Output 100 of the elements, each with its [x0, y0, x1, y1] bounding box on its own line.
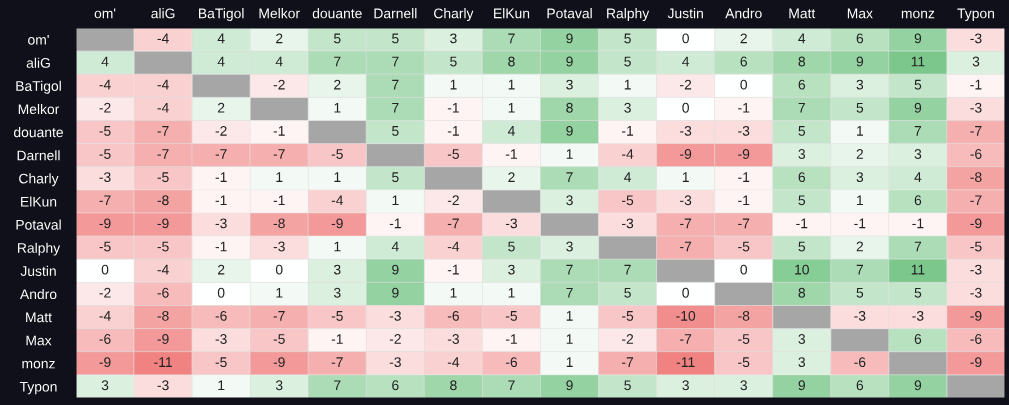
data-label: -6: [215, 310, 227, 321]
data-label: -4: [99, 79, 111, 90]
data-label: -7: [331, 357, 343, 367]
data-label: 1: [450, 79, 457, 90]
data-label: 3: [682, 380, 689, 391]
data-label: 0: [740, 264, 748, 275]
data-label: -8: [157, 195, 169, 206]
data-label: 6: [392, 380, 399, 391]
data-label: -4: [157, 33, 169, 44]
data-label: -1: [738, 195, 750, 206]
data-label: -1: [447, 126, 459, 136]
data-label: 6: [798, 172, 806, 183]
data-label: -6: [970, 334, 982, 344]
data-label: -6: [157, 287, 169, 298]
data-label: -1: [447, 102, 459, 113]
x-tick-label: Justin: [667, 8, 703, 19]
data-label: -3: [854, 310, 866, 321]
data-label: -3: [680, 195, 692, 206]
y-tick-label: Melkor: [18, 103, 60, 115]
data-label: 2: [856, 149, 864, 159]
x-tick-label: ElKun: [494, 8, 530, 19]
data-label: -7: [970, 126, 982, 136]
data-label: -3: [447, 334, 459, 344]
data-label: 5: [856, 102, 864, 113]
data-label: 0: [740, 79, 748, 90]
data-label: 4: [682, 56, 690, 67]
y-tick-label: Typon: [19, 381, 57, 395]
data-label: -3: [622, 218, 634, 229]
data-label: -5: [99, 149, 111, 159]
data-label: -1: [215, 195, 227, 206]
data-label: -1: [505, 149, 517, 159]
data-label: -5: [99, 126, 111, 136]
x-tick-label: Andro: [725, 8, 762, 19]
data-label: 4: [217, 56, 225, 67]
data-label: 3: [914, 149, 922, 159]
data-label: 7: [334, 56, 341, 67]
data-label: 7: [856, 264, 864, 275]
data-label: 5: [798, 195, 806, 206]
data-label: 3: [798, 149, 806, 159]
data-label: 0: [682, 102, 689, 113]
data-label: 1: [508, 79, 515, 90]
data-label: 1: [392, 195, 399, 206]
data-label: 5: [392, 33, 399, 44]
data-label: -5: [622, 311, 634, 321]
data-label: 8: [450, 380, 457, 391]
data-label: -9: [99, 218, 111, 229]
data-label: 9: [566, 56, 573, 67]
data-label: 5: [914, 79, 922, 90]
data-label: 11: [911, 264, 925, 275]
data-label: -9: [970, 310, 982, 321]
data-label: 9: [914, 380, 922, 391]
x-tick-label: monz: [901, 10, 935, 19]
data-label: 2: [856, 241, 864, 252]
data-label: -5: [331, 311, 343, 321]
data-label: 3: [566, 195, 573, 206]
data-label: 0: [217, 287, 225, 298]
data-label: -3: [970, 102, 982, 113]
data-label: 5: [392, 126, 399, 136]
data-label: -4: [622, 149, 634, 159]
data-label: -7: [157, 149, 169, 159]
data-label: -9: [331, 218, 343, 229]
data-label: -3: [389, 310, 401, 321]
x-tick-label: Typon: [957, 8, 994, 22]
y-tick-label: om': [28, 35, 49, 45]
data-label: 7: [798, 102, 805, 113]
data-label: -2: [215, 125, 227, 136]
x-tick-label: Matt: [789, 8, 816, 19]
data-label: -9: [680, 149, 692, 159]
y-tick-label: monz: [22, 360, 55, 369]
data-label: 7: [392, 102, 399, 113]
data-label: 3: [856, 172, 864, 183]
data-label: 3: [624, 102, 631, 113]
x-tick-label: douante: [312, 8, 362, 19]
data-label: -2: [273, 79, 285, 90]
data-label: 4: [798, 33, 806, 44]
data-label: -10: [676, 310, 696, 321]
data-label: 9: [856, 56, 864, 67]
data-label: 8: [798, 287, 806, 298]
data-label: 2: [217, 264, 225, 275]
y-tick-label: Justin: [20, 265, 56, 276]
data-label: -7: [970, 195, 982, 206]
data-label: -9: [970, 218, 982, 229]
data-label: 9: [392, 287, 399, 298]
x-tick-label: Max: [847, 8, 873, 19]
y-tick-label: Max: [26, 335, 52, 346]
data-label: -7: [447, 218, 459, 229]
data-label: 6: [914, 195, 922, 206]
data-label: 3: [856, 79, 864, 90]
data-label: 1: [682, 172, 689, 182]
data-label: -7: [157, 126, 169, 136]
data-label: 3: [508, 264, 515, 275]
y-tick-label: aliG: [26, 57, 50, 68]
data-label: -5: [505, 311, 518, 321]
data-label: -7: [215, 149, 227, 159]
y-tick-label: Potaval: [16, 219, 61, 230]
data-label: 4: [101, 56, 109, 67]
data-label: 2: [217, 102, 225, 113]
data-label: -3: [680, 125, 692, 136]
data-label: 1: [566, 357, 573, 367]
data-label: 9: [566, 125, 573, 136]
